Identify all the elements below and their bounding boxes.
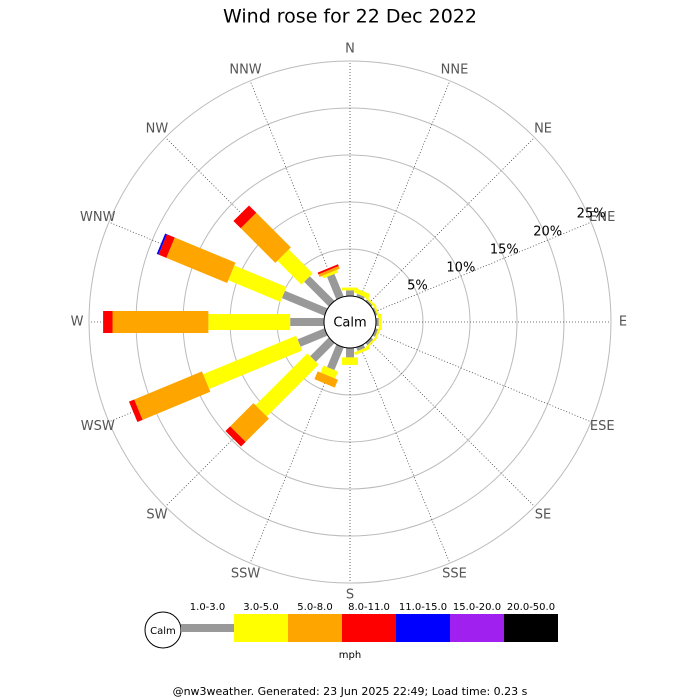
rose-segment: [103, 311, 113, 333]
rose-segment: [134, 371, 211, 420]
legend-swatch: [396, 614, 450, 642]
rose-segment: [346, 348, 354, 358]
rose-segment: [310, 337, 335, 362]
legend-label: 3.0-5.0: [243, 602, 278, 613]
direction-label: E: [619, 315, 627, 330]
rose-segment: [233, 205, 257, 229]
rose-segment: [240, 212, 291, 263]
direction-label: ESE: [590, 419, 615, 434]
rose-segment: [318, 265, 340, 278]
rose-segment: [320, 365, 339, 379]
calm-label: Calm: [333, 316, 366, 331]
rose-segment: [353, 346, 370, 356]
legend-swatch: [234, 614, 288, 642]
legend-calm-label: Calm: [150, 626, 176, 637]
rose-segment: [277, 249, 313, 285]
direction-label: NNE: [441, 62, 469, 77]
rose-segment: [356, 344, 366, 352]
spoke: [349, 80, 451, 323]
direction-label: S: [346, 588, 354, 603]
rose-segment: [327, 273, 344, 300]
rose-segment: [304, 276, 335, 307]
rose-segment: [314, 371, 338, 388]
direction-label: SSW: [231, 567, 261, 582]
rose-segment: [290, 318, 325, 326]
direction-label: WNW: [80, 210, 116, 225]
legend-label: 15.0-20.0: [453, 602, 501, 613]
rose-segment: [365, 337, 374, 346]
direction-label: N: [345, 42, 355, 57]
chart-title: Wind rose for 22 Dec 2022: [223, 6, 477, 28]
rose-segment: [346, 290, 354, 296]
rose-segment: [364, 336, 378, 350]
rose-segment: [342, 357, 358, 365]
direction-label: SSE: [442, 567, 467, 582]
spoke: [349, 321, 535, 507]
legend-unit: mph: [339, 650, 361, 661]
rose-segment: [372, 307, 378, 316]
direction-label: W: [71, 315, 84, 330]
rose-segment: [128, 399, 143, 422]
legend-swatch: [181, 624, 234, 632]
rose-segment: [317, 264, 339, 275]
rose-segment: [376, 318, 379, 326]
rose-segment: [225, 426, 246, 447]
legend-swatch: [504, 614, 558, 642]
rose-segment: [158, 234, 175, 258]
direction-label: NNW: [229, 62, 261, 77]
rose-segment: [281, 290, 328, 316]
rose-segment: [112, 311, 209, 333]
rose-segment: [353, 287, 371, 299]
rose-segment: [156, 233, 167, 255]
direction-label: ENE: [589, 210, 615, 225]
r-tick-label: 10%: [446, 261, 475, 276]
spoke: [349, 321, 451, 564]
rose-segment: [166, 237, 236, 284]
legend-swatch: [342, 614, 396, 642]
rose-segment: [372, 303, 381, 319]
legend-label: 5.0-8.0: [297, 602, 332, 613]
rose-segment: [322, 269, 339, 279]
rose-segment: [372, 328, 379, 337]
direction-label: NW: [146, 121, 169, 136]
direction-label: SE: [535, 508, 551, 523]
legend-swatch: [450, 614, 504, 642]
rose-segment: [255, 353, 319, 417]
direction-label: SW: [146, 508, 167, 523]
r-tick-label: 15%: [490, 243, 519, 258]
rose-segment: [297, 328, 328, 347]
rose-segment: [365, 299, 373, 307]
rose-segment: [203, 335, 303, 389]
rose-segment: [208, 314, 291, 330]
r-tick-label: 5%: [407, 279, 428, 294]
rose-segment: [378, 314, 382, 330]
direction-label: NE: [534, 121, 552, 136]
rose-segment: [356, 293, 365, 300]
grid-ring: [88, 60, 612, 584]
spoke: [349, 137, 535, 323]
rose-segment: [230, 403, 269, 442]
rose-segment: [342, 287, 358, 291]
rose-segment: [327, 344, 344, 371]
legend-label: 11.0-15.0: [399, 602, 447, 613]
footer: @nw3weather. Generated: 23 Jun 2025 22:4…: [173, 685, 528, 698]
r-tick-label: 25%: [577, 207, 606, 222]
legend-label: 20.0-50.0: [507, 602, 555, 613]
r-tick-label: 20%: [533, 225, 562, 240]
legend-label: 1.0-3.0: [190, 602, 225, 613]
direction-label: WSW: [81, 419, 115, 434]
spoke: [349, 321, 592, 423]
rose-segment: [228, 265, 287, 302]
legend-swatch: [288, 614, 342, 642]
calm-circle: [323, 295, 377, 349]
legend-label: 8.0-11.0: [348, 602, 390, 613]
